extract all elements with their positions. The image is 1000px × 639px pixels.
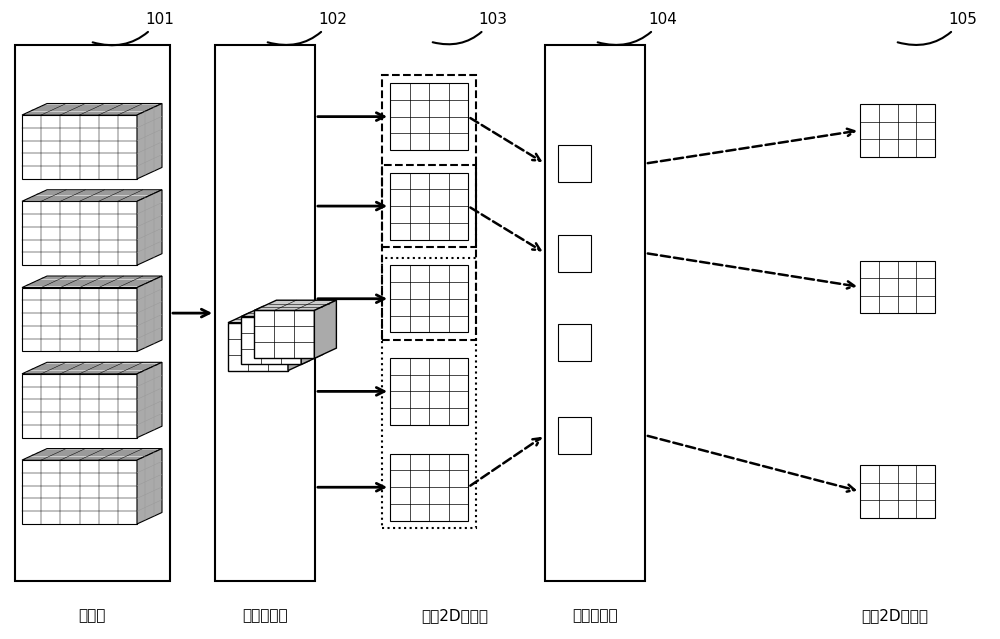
Bar <box>558 235 591 272</box>
Bar <box>860 104 935 157</box>
Polygon shape <box>241 306 323 316</box>
Polygon shape <box>137 449 162 524</box>
Polygon shape <box>254 311 314 358</box>
Polygon shape <box>241 316 301 364</box>
Text: 第一2D特征图: 第一2D特征图 <box>422 608 488 623</box>
Polygon shape <box>22 115 137 179</box>
Text: 第二卷积核: 第二卷积核 <box>572 608 618 623</box>
Polygon shape <box>22 276 162 288</box>
Polygon shape <box>254 300 336 311</box>
Text: 104: 104 <box>598 12 677 45</box>
Text: 103: 103 <box>433 12 507 44</box>
Polygon shape <box>137 190 162 265</box>
Polygon shape <box>22 362 162 374</box>
Polygon shape <box>22 449 162 460</box>
Bar <box>390 265 468 332</box>
Bar <box>15 45 170 581</box>
Polygon shape <box>314 300 336 358</box>
Bar <box>215 45 315 581</box>
Bar <box>390 358 468 425</box>
Polygon shape <box>228 323 288 371</box>
Text: 第二2D特征图: 第二2D特征图 <box>862 608 928 623</box>
Bar <box>558 417 591 454</box>
Text: 101: 101 <box>93 12 174 45</box>
Polygon shape <box>228 312 310 323</box>
Polygon shape <box>137 104 162 179</box>
Polygon shape <box>22 460 137 524</box>
Polygon shape <box>22 374 137 438</box>
Text: 第一卷积核: 第一卷积核 <box>242 608 288 623</box>
Polygon shape <box>137 276 162 351</box>
Bar <box>545 45 645 581</box>
Bar <box>860 465 935 518</box>
Polygon shape <box>22 288 137 351</box>
Bar <box>390 454 468 521</box>
Polygon shape <box>288 312 310 371</box>
Bar <box>860 261 935 313</box>
Polygon shape <box>301 306 323 364</box>
Polygon shape <box>22 190 162 201</box>
Polygon shape <box>22 201 137 265</box>
Bar <box>390 83 468 150</box>
Polygon shape <box>137 362 162 438</box>
Bar <box>382 75 476 247</box>
Bar <box>558 145 591 182</box>
Bar <box>382 165 476 340</box>
Text: 102: 102 <box>268 12 347 45</box>
Text: 图序列: 图序列 <box>78 608 106 623</box>
Bar <box>390 173 468 240</box>
Text: 105: 105 <box>898 12 977 45</box>
Bar <box>382 258 476 528</box>
Bar <box>558 324 591 361</box>
Polygon shape <box>22 104 162 115</box>
